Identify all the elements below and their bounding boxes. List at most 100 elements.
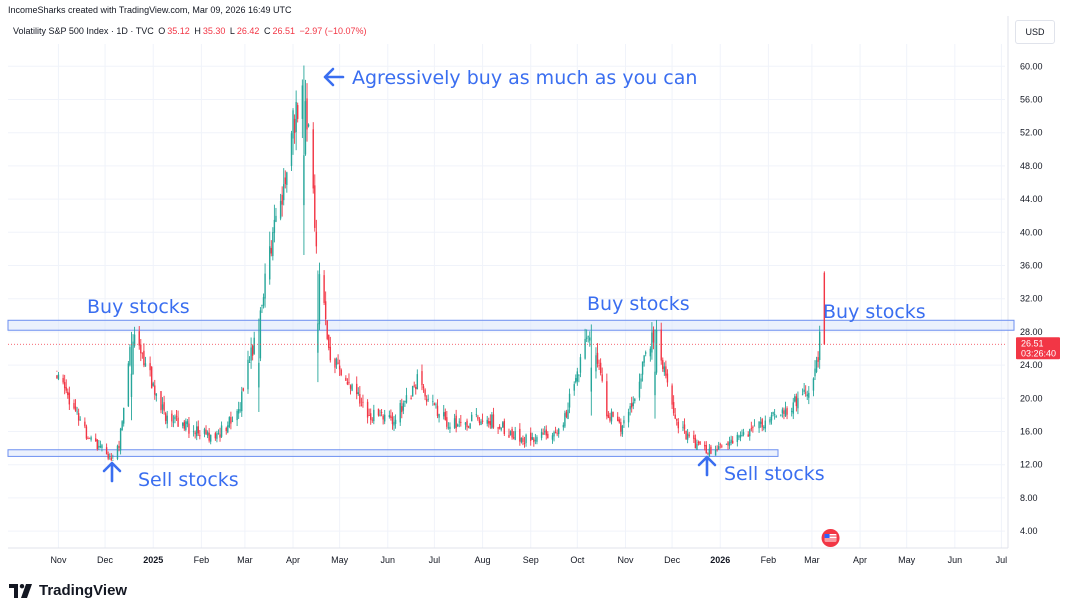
- candle-body: [225, 427, 227, 431]
- candle-body: [96, 439, 98, 450]
- candle-body: [753, 425, 756, 427]
- x-tick-label: Sep: [523, 555, 539, 565]
- candle-body: [371, 419, 373, 421]
- candle-body: [183, 421, 185, 429]
- candle-body: [564, 413, 566, 427]
- candle-body: [763, 427, 765, 429]
- candle-body: [152, 383, 154, 386]
- x-tick-label: Feb: [194, 555, 210, 565]
- candle-body: [610, 411, 613, 422]
- x-tick-label: Feb: [761, 555, 777, 565]
- candle-body: [74, 406, 77, 412]
- y-tick-label: 60.00: [1020, 61, 1043, 71]
- candle-body: [464, 422, 467, 425]
- last-price-value: 26.51: [1021, 338, 1044, 348]
- candle-body: [761, 419, 763, 428]
- candle-body: [56, 375, 58, 379]
- candle-body: [410, 398, 412, 399]
- candle-body: [258, 362, 260, 388]
- candle-body: [186, 421, 189, 425]
- candle-body: [686, 433, 689, 440]
- x-tick-label: Mar: [237, 555, 253, 565]
- candle-body: [357, 392, 359, 395]
- candle-body: [672, 402, 675, 414]
- candle-body: [770, 415, 773, 421]
- candle-body: [806, 394, 808, 397]
- candle-body: [576, 371, 579, 382]
- y-tick-label: 36.00: [1020, 261, 1043, 271]
- candle-body: [623, 420, 625, 424]
- candle-body: [216, 433, 218, 439]
- candle-body: [705, 444, 707, 454]
- candle-body: [269, 246, 271, 280]
- candle-body: [182, 422, 184, 426]
- candle-body: [693, 435, 695, 440]
- candle-body: [742, 432, 745, 435]
- candle-body: [436, 405, 439, 416]
- candle-body: [337, 362, 339, 364]
- y-tick-label: 24.00: [1020, 360, 1043, 370]
- candle-body: [301, 85, 304, 119]
- candle-body: [818, 331, 821, 360]
- candle-body: [492, 414, 495, 428]
- last-price-countdown: 03:26:40: [1021, 348, 1056, 358]
- candle-body: [421, 371, 423, 386]
- candle-body: [264, 273, 266, 299]
- candle-body: [228, 417, 231, 427]
- candle-body: [315, 231, 318, 247]
- candle-body: [596, 352, 599, 364]
- candle-body: [533, 438, 535, 443]
- candle-body: [644, 352, 647, 354]
- y-tick-label: 32.00: [1020, 294, 1043, 304]
- high-label: H: [194, 26, 201, 36]
- candle-body: [663, 366, 666, 373]
- candle-body: [503, 420, 506, 435]
- candle-body: [674, 414, 676, 419]
- candle-body: [578, 374, 580, 376]
- candle-body: [783, 410, 785, 414]
- close-label: C: [263, 26, 271, 36]
- candle-body: [536, 437, 538, 442]
- candle-body: [283, 184, 285, 201]
- candle-body: [129, 347, 131, 366]
- candle-body: [272, 232, 274, 257]
- annotation-label: Buy stocks: [587, 293, 690, 315]
- tradingview-logo: TradingView: [9, 582, 127, 599]
- symbol-label[interactable]: Volatility S&P 500 Index · 1D · TVC: [13, 26, 154, 36]
- candle-body: [514, 431, 516, 440]
- candle-body: [545, 429, 547, 436]
- candle-body: [85, 426, 88, 439]
- candle-body: [480, 421, 482, 425]
- currency-button[interactable]: USD: [1015, 20, 1055, 44]
- close-value: 26.51: [272, 26, 295, 36]
- candle-body: [270, 247, 272, 254]
- candle-body: [101, 445, 103, 449]
- candle-body: [345, 377, 347, 381]
- candle-body: [509, 431, 512, 436]
- annotation-label: Buy stocks: [87, 296, 190, 318]
- candle-body: [621, 425, 624, 435]
- candle-body: [676, 418, 678, 421]
- x-tick-label: Jun: [381, 555, 396, 565]
- candle-body: [666, 373, 669, 383]
- candle-body: [814, 368, 816, 377]
- candle-body: [511, 428, 513, 438]
- x-tick-label: Mar: [804, 555, 820, 565]
- candle-body: [458, 421, 460, 423]
- candle-body: [205, 429, 207, 435]
- x-tick-label: Dec: [664, 555, 681, 565]
- candle-body: [247, 359, 249, 390]
- candle-body: [585, 337, 588, 339]
- candle-body: [717, 446, 720, 450]
- candle-body: [714, 449, 717, 456]
- candle-body: [307, 124, 310, 127]
- candle-body: [491, 414, 493, 428]
- candle-body: [534, 440, 537, 441]
- candle-body: [346, 381, 349, 385]
- candle-body: [781, 409, 784, 414]
- candle-body: [727, 442, 729, 446]
- candle-body: [707, 453, 709, 455]
- candle-body: [296, 105, 299, 119]
- candle-body: [427, 398, 429, 400]
